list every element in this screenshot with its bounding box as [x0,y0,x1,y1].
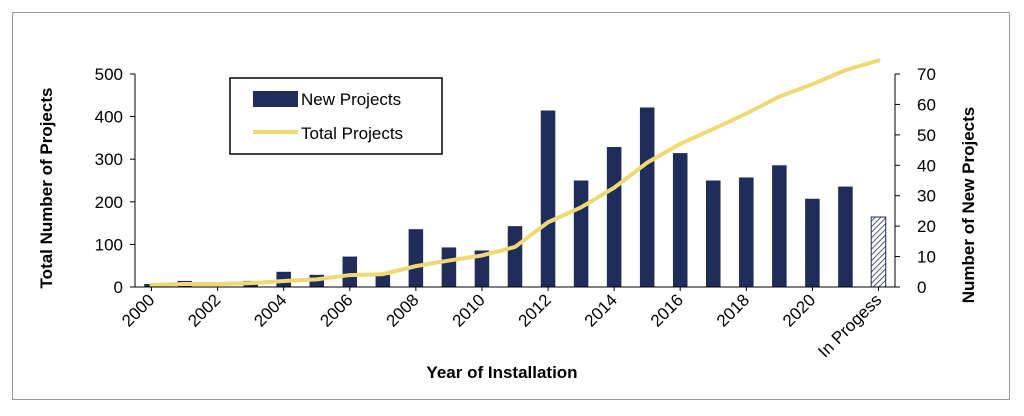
bar-2014 [606,147,622,287]
y-right-tick-label: 50 [917,126,936,145]
x-tick-label-2010: 2010 [449,290,489,330]
bar-2006 [342,256,358,287]
bar-2016 [672,153,688,287]
x-tick-label-2014: 2014 [581,290,621,330]
line-total-projects [149,58,881,287]
y-left-tick-label: 400 [95,108,123,127]
bar-2012 [540,110,556,287]
y-right-tick-label: 20 [917,217,936,236]
bar-2017 [705,180,721,287]
x-tick-label-2002: 2002 [184,290,224,330]
bar-2007 [375,274,391,287]
y-right-tick-label: 40 [917,156,936,175]
y-left-tick-label: 200 [95,193,123,212]
y-right-tick-label: 0 [917,278,926,297]
bar-2020 [805,198,820,287]
legend-label-new-projects: New Projects [301,90,401,109]
y-left-tick-label: 0 [114,278,123,297]
x-tick-label-2006: 2006 [316,290,356,330]
y-axis-left-title: Total Number of Projects [37,88,56,289]
bar-2019 [772,165,787,287]
legend: New Projects Total Projects [229,77,443,155]
legend-swatch-new-projects [253,91,298,107]
y-axis-right-ticks: 0 10 20 30 40 50 60 70 [895,65,936,297]
y-left-tick-label: 300 [95,150,123,169]
bar-2009 [441,247,457,287]
x-tick-label-2012: 2012 [515,290,555,330]
bar-2008 [408,229,424,287]
bar-in-progess [870,216,887,288]
x-axis-ticks: 2000 2002 2004 2006 2008 2010 2012 2014 2016 2018… [118,287,885,361]
bar-2011 [507,226,523,287]
x-tick-label-2008: 2008 [383,290,423,330]
line-series-total-projects [149,58,881,287]
x-tick-label-2000: 2000 [118,290,158,330]
x-tick-label-2016: 2016 [647,290,687,330]
x-axis-title: Year of Installation [426,363,577,382]
y-right-tick-label: 60 [917,95,936,114]
bar-2018 [739,177,754,287]
x-tick-label-2018: 2018 [713,290,753,330]
y-axis-left-ticks: 0 100 200 300 400 500 [95,65,135,297]
y-axis-right-title: Number of New Projects [959,107,978,304]
y-right-tick-label: 30 [917,187,936,206]
legend-label-total-projects: Total Projects [301,124,403,143]
y-right-tick-label: 70 [917,65,936,84]
x-tick-label-2004: 2004 [250,290,290,330]
x-tick-label-in-progess: In Progess [814,290,885,361]
y-left-tick-label: 100 [95,235,123,254]
bar-2013 [573,180,589,287]
bar-2010 [474,250,490,287]
x-tick-label-2020: 2020 [779,290,819,330]
legend-box [229,77,443,155]
y-left-tick-label: 500 [95,65,123,84]
y-right-tick-label: 10 [917,248,936,267]
bar-2015 [639,107,655,287]
bar-2021 [838,186,853,287]
